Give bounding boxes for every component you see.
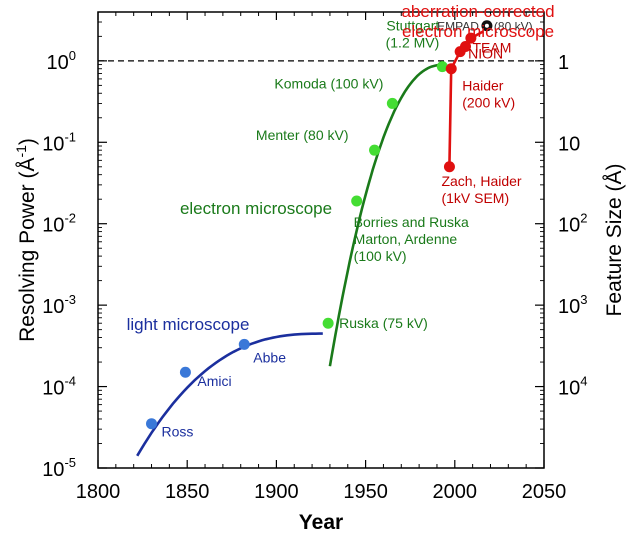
x-tick-label: 1950	[343, 481, 388, 503]
point-label: Ross	[162, 424, 194, 440]
x-tick-label: 1900	[254, 481, 299, 503]
data-point	[436, 61, 448, 73]
y-tick-label: 10-1	[42, 129, 76, 155]
point-label: NION	[468, 46, 503, 62]
data-point	[369, 144, 381, 156]
point-label: TEAM	[473, 40, 512, 56]
x-axis-title: Year	[299, 511, 343, 534]
y2-tick-label: 102	[558, 211, 587, 237]
labels-layer: Ross Amici Abbe Ruska (75 kV) Borries and Ru…	[127, 2, 555, 440]
point-label: Ruska (75 kV)	[339, 315, 428, 331]
y2-axis-title: Feature Size (Å)	[603, 164, 626, 317]
y-tick-label: 10-2	[42, 211, 76, 237]
x-tick-label: 1800	[76, 481, 121, 503]
point-label: Stuttgart (1.2 MV)	[386, 18, 440, 51]
y2-tick-label: 103	[558, 292, 587, 318]
y-tick-label: 10-5	[42, 455, 76, 481]
y-tick-label: 100	[47, 48, 76, 74]
x-tick-label: 1850	[165, 481, 210, 503]
plot-frame	[97, 11, 545, 469]
point-label: EMPAD	[437, 20, 479, 34]
data-point	[179, 366, 191, 378]
points-layer	[146, 20, 493, 430]
data-point	[465, 32, 477, 44]
data-point	[445, 63, 457, 75]
series-title-aberration: aberration-corrected electron microscope	[401, 2, 554, 41]
data-point	[386, 97, 398, 109]
data-point	[351, 195, 363, 207]
point-label: Haider (200 kV)	[462, 78, 515, 111]
data-point	[146, 418, 158, 430]
light-microscope-trend	[136, 332, 323, 457]
data-point	[460, 41, 472, 53]
data-point	[322, 317, 334, 329]
point-label: Borries and Ruska Marton, Ardenne (100 kV)	[354, 214, 469, 264]
point-label: (80 kV)	[494, 20, 533, 34]
data-point	[443, 161, 455, 173]
y2-tick-label: 104	[558, 374, 587, 400]
y2-tick-label: 1	[558, 52, 569, 74]
x-tick-label: 2000	[433, 481, 478, 503]
y-axis-title: Resolving Power (Å-1)	[13, 138, 39, 342]
point-label: Komoda (100 kV)	[274, 75, 383, 91]
electron-microscope-trend	[328, 63, 443, 367]
point-label: Amici	[197, 373, 231, 389]
y-tick-label: 10-3	[42, 292, 76, 318]
y-tick-label: 10-4	[42, 374, 76, 400]
series-title-light: light microscope	[127, 315, 250, 334]
point-label: Abbe	[253, 349, 286, 365]
data-point-core	[484, 23, 489, 28]
data-point	[238, 338, 250, 350]
point-label: Menter (80 kV)	[256, 127, 349, 143]
x-tick-label: 2050	[522, 481, 567, 503]
point-label: Zach, Haider (1kV SEM)	[441, 173, 521, 206]
y2-tick-label: 10	[558, 133, 580, 155]
series-title-electron: electron microscope	[180, 199, 332, 218]
